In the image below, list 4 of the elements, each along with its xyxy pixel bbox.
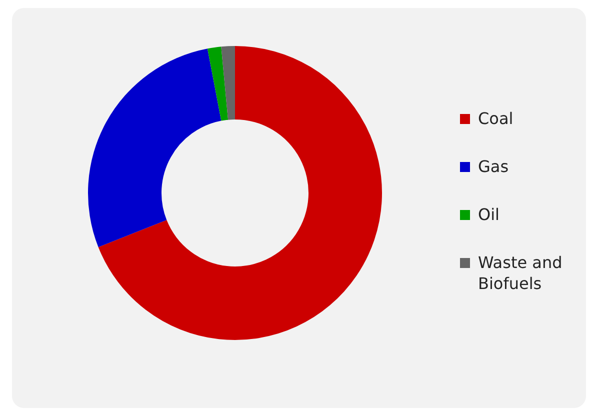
legend-label: Oil xyxy=(478,204,500,225)
legend-label: Gas xyxy=(478,156,509,177)
legend-label: Coal xyxy=(478,108,514,129)
legend-label: Waste and Biofuels xyxy=(478,252,564,294)
